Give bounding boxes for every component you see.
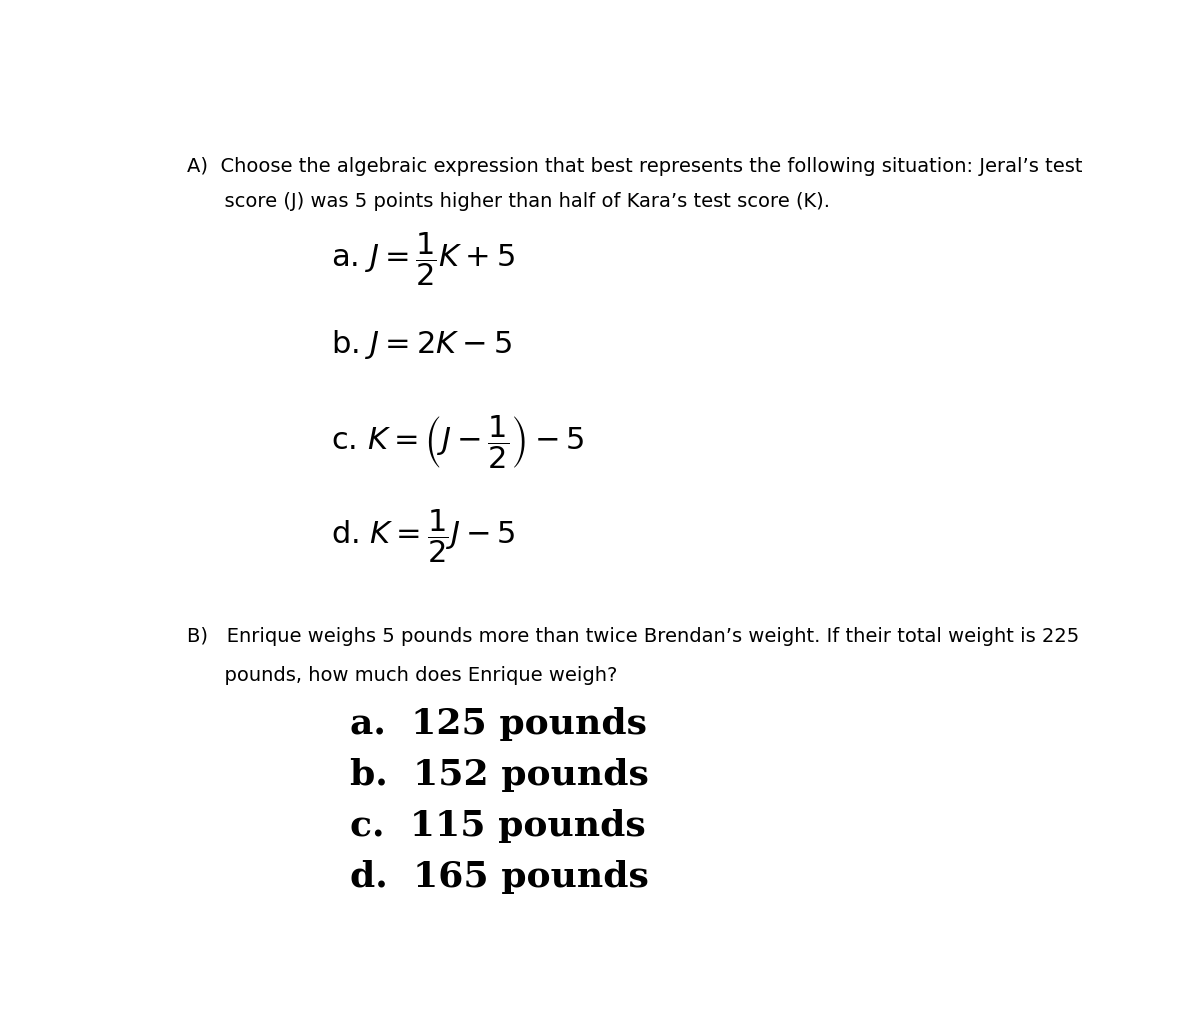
Text: d. $K = \dfrac{1}{2}J - 5$: d. $K = \dfrac{1}{2}J - 5$ [331,508,516,565]
Text: c. $K = \left(J - \dfrac{1}{2}\right) - 5$: c. $K = \left(J - \dfrac{1}{2}\right) - … [331,414,584,471]
Text: score (J) was 5 points higher than half of Kara’s test score (K).: score (J) was 5 points higher than half … [187,192,830,211]
Text: a. $J = \dfrac{1}{2}K + 5$: a. $J = \dfrac{1}{2}K + 5$ [331,230,515,288]
Text: d.  165 pounds: d. 165 pounds [350,860,649,894]
Text: B)   Enrique weighs 5 pounds more than twice Brendan’s weight. If their total we: B) Enrique weighs 5 pounds more than twi… [187,627,1080,645]
Text: b. $J = 2K - 5$: b. $J = 2K - 5$ [331,328,512,362]
Text: a.  125 pounds: a. 125 pounds [350,707,647,742]
Text: pounds, how much does Enrique weigh?: pounds, how much does Enrique weigh? [187,665,618,685]
Text: b.  152 pounds: b. 152 pounds [350,758,649,792]
Text: A)  Choose the algebraic expression that best represents the following situation: A) Choose the algebraic expression that … [187,157,1082,176]
Text: c.  115 pounds: c. 115 pounds [350,809,646,843]
